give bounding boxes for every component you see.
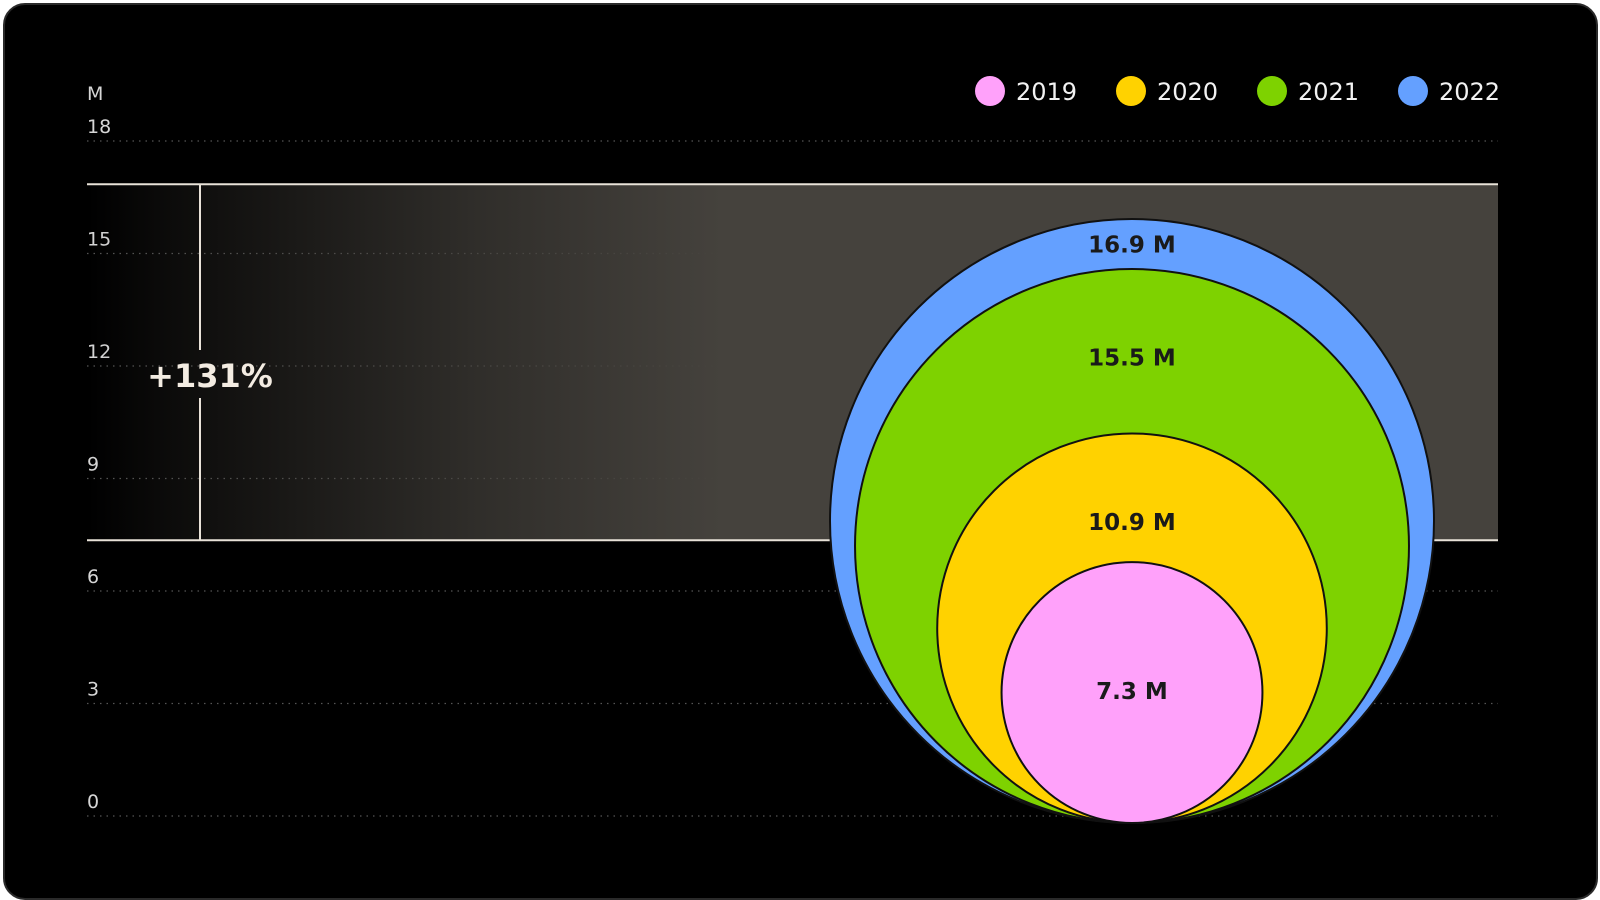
bubble-chart: 0369121518M +131% 16.9 M15.5 M10.9 M7.3 … [87, 76, 1500, 824]
legend-swatch-2022 [1398, 76, 1428, 106]
y-tick-label: 6 [87, 566, 99, 588]
legend-swatch-2020 [1116, 76, 1146, 106]
legend-label-2021: 2021 [1298, 78, 1359, 106]
y-unit-label: M [87, 83, 103, 105]
legend-label-2019: 2019 [1016, 78, 1077, 106]
legend-swatch-2021 [1257, 76, 1287, 106]
bubble-label-2019: 7.3 M [1096, 679, 1168, 705]
bubble-label-2021: 15.5 M [1088, 346, 1176, 372]
legend-label-2022: 2022 [1439, 78, 1500, 106]
legend-label-2020: 2020 [1157, 78, 1218, 106]
y-tick-label: 0 [87, 791, 99, 813]
bubble-label-2020: 10.9 M [1088, 510, 1176, 536]
y-tick-label: 18 [87, 116, 111, 138]
growth-percent-label: +131% [147, 357, 273, 395]
bubble-label-2022: 16.9 M [1088, 233, 1176, 259]
chart-card: 0369121518M +131% 16.9 M15.5 M10.9 M7.3 … [3, 3, 1598, 900]
bubble-2019 [1000, 561, 1264, 824]
legend-swatch-2019 [975, 76, 1005, 106]
y-tick-label: 3 [87, 679, 99, 701]
